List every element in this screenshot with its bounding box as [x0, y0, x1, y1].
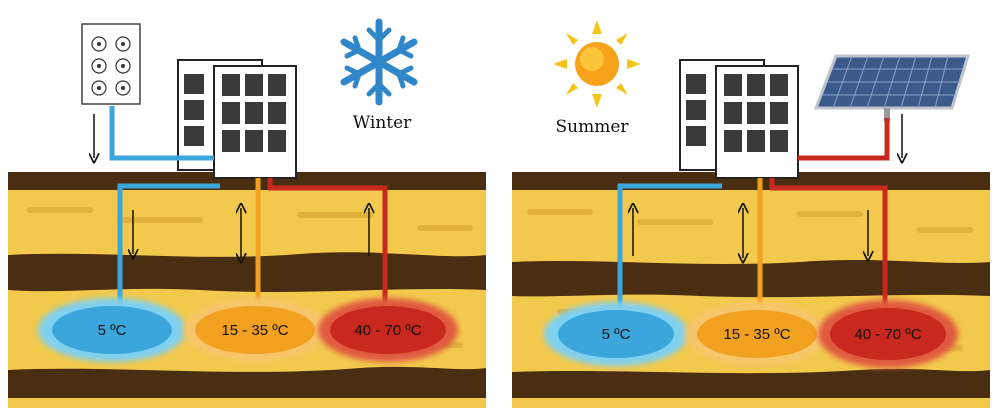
reservoir-temp-label: 40 - 70 ºC	[854, 326, 921, 343]
heat-pump-icon	[679, 59, 799, 179]
reservoir-cold: 5 ºC	[38, 298, 186, 362]
season-label: Winter	[353, 113, 412, 133]
season-label: Summer	[555, 117, 629, 137]
cold-pipe-source	[109, 106, 214, 161]
reservoir-hot: 40 - 70 ºC	[318, 298, 458, 362]
summer-panel: Summer	[512, 20, 990, 408]
reservoir-temp-label: 40 - 70 ºC	[354, 322, 421, 339]
solar-panel-icon	[813, 54, 971, 122]
ground-cross-section	[8, 172, 486, 408]
ground-cross-section	[512, 172, 990, 408]
snowflake-icon	[340, 18, 418, 106]
cold-pipe	[117, 183, 220, 318]
reservoir-temp-label: 15 - 35 ºC	[723, 326, 790, 343]
reservoir-cold: 5 ºC	[544, 302, 688, 366]
reservoir-temp-label: 5 ºC	[98, 322, 127, 339]
winter-panel: 5 ºC 15 - 35 ºC 40 - 70 ºC	[8, 18, 486, 408]
sun-icon	[553, 20, 641, 108]
heat-pump-icon	[177, 59, 297, 179]
reservoir-warm: 15 - 35 ºC	[685, 302, 829, 366]
reservoir-hot: 40 - 70 ºC	[818, 300, 958, 368]
reservoir-warm: 15 - 35 ºC	[183, 298, 327, 362]
hot-pipe-source	[798, 118, 890, 161]
hot-pipe	[267, 178, 388, 318]
reservoir-temp-label: 5 ºC	[602, 326, 631, 343]
reservoir-temp-label: 15 - 35 ºC	[221, 322, 288, 339]
cold-pipe	[617, 183, 722, 318]
hot-pipe	[769, 178, 888, 318]
fan-coil-unit-icon	[81, 23, 141, 105]
